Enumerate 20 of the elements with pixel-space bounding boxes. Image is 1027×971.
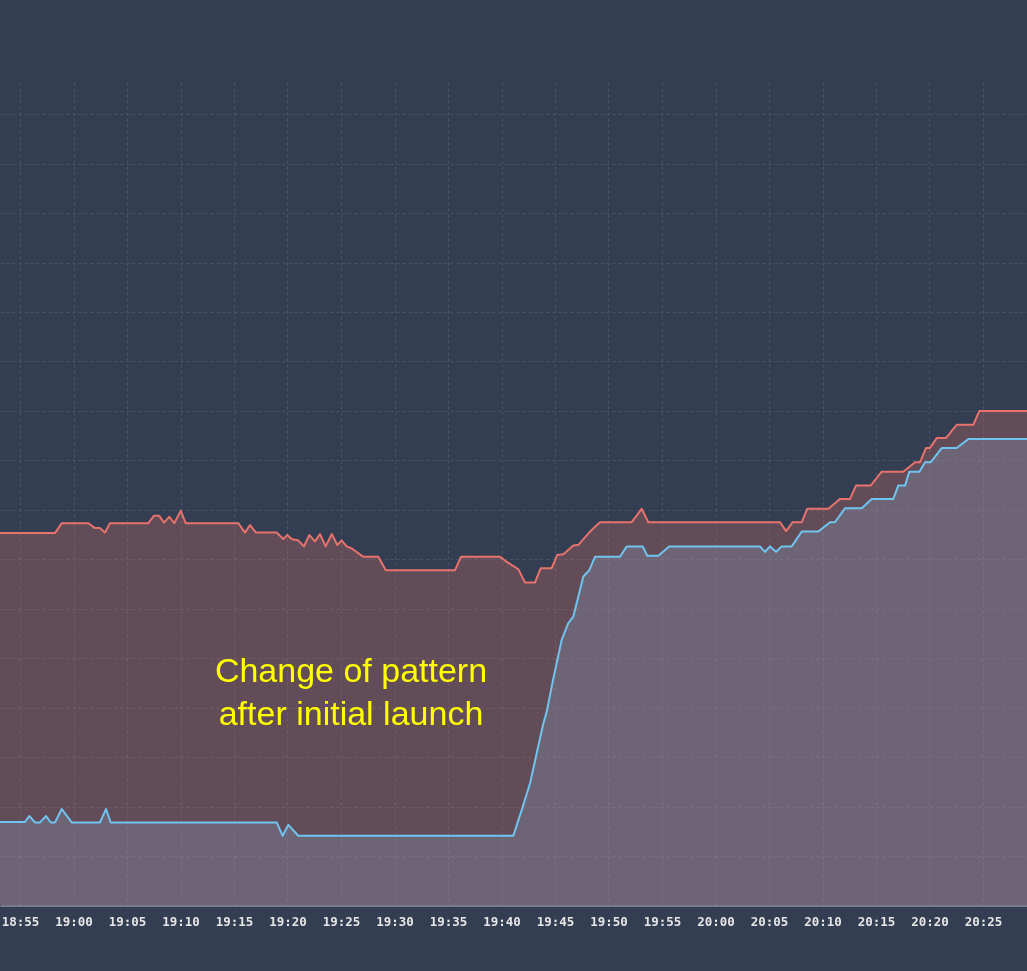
x-tick-label: 20:10: [804, 914, 842, 929]
x-tick-label: 20:25: [964, 914, 1003, 929]
x-tick-label: 19:35: [429, 914, 468, 929]
x-tick-label: 20:15: [857, 914, 896, 929]
annotation: Change of pattern after initial launch: [214, 650, 488, 732]
x-tick-label: 19:50: [590, 914, 628, 929]
x-tick-label: 19:25: [322, 914, 361, 929]
x-tick-label: 19:10: [162, 914, 200, 929]
x-tick-label: 19:55: [643, 914, 682, 929]
x-tick-label: 19:05: [108, 914, 147, 929]
x-tick-label: 20:20: [911, 914, 949, 929]
x-tick-label: 19:00: [55, 914, 93, 929]
x-tick-label: 19:15: [215, 914, 254, 929]
x-tick-label: 20:00: [697, 914, 735, 929]
x-tick-label: 19:40: [483, 914, 521, 929]
x-tick-label: 19:30: [376, 914, 414, 929]
x-tick-label: 19:45: [536, 914, 575, 929]
x-tick-label: 18:55: [1, 914, 40, 929]
x-tick-label: 20:05: [750, 914, 789, 929]
x-tick-label: 19:20: [269, 914, 307, 929]
